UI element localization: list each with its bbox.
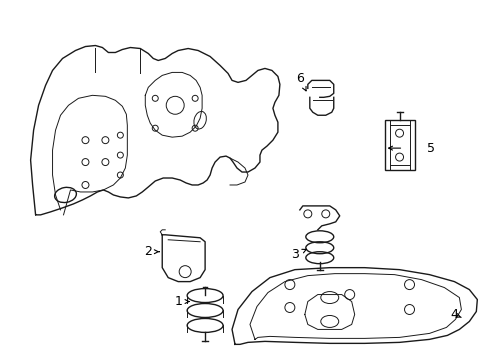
Bar (384, 120, 414, 170)
Text: 1: 1 (174, 295, 182, 308)
Text: 3: 3 (290, 248, 298, 261)
Text: 2: 2 (144, 245, 152, 258)
Text: 4: 4 (449, 308, 457, 321)
Text: 6: 6 (295, 72, 303, 85)
Text: 5: 5 (427, 141, 435, 155)
